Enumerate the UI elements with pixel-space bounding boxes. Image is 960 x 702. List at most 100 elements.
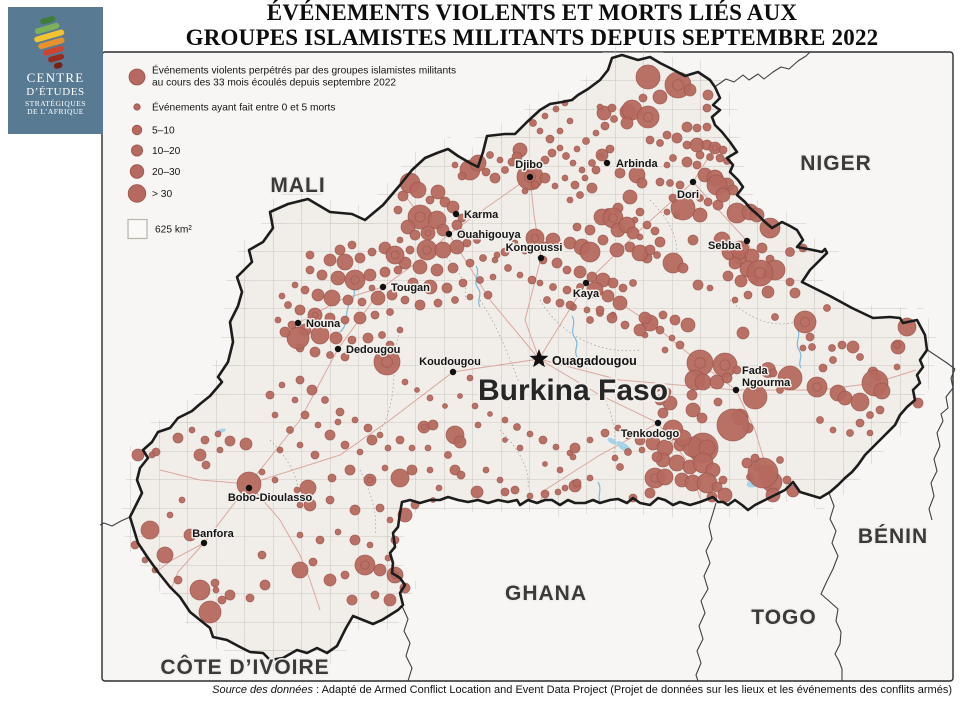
- event-bubble: [271, 476, 279, 484]
- event-bubble: [552, 443, 560, 451]
- event-bubble: [687, 234, 699, 246]
- event-bubble-ring: [719, 359, 731, 371]
- event-bubble: [426, 466, 434, 474]
- burkina-faso-border: [128, 53, 929, 662]
- legend-label: Événements violents perpétrés par des gr…: [152, 64, 456, 77]
- event-bubble: [396, 236, 404, 244]
- source-prefix: Source des données: [212, 684, 314, 696]
- event-bubble: [721, 372, 733, 384]
- city-label: Karma: [464, 209, 499, 221]
- road: [159, 469, 250, 485]
- event-bubble: [556, 144, 564, 152]
- event-bubble: [416, 239, 438, 261]
- event-bubble: [435, 484, 443, 492]
- event-bubble: [405, 245, 415, 255]
- event-bubble: [600, 428, 610, 438]
- event-bubble: [315, 535, 325, 545]
- event-bubble: [606, 312, 618, 324]
- event-bubble: [837, 390, 853, 406]
- event-bubble: [479, 254, 487, 262]
- event-bubble: [716, 408, 750, 442]
- event-bubble: [314, 421, 322, 429]
- event-bubble: [828, 344, 836, 352]
- event-bubble: [386, 289, 398, 301]
- event-bubble: [671, 132, 683, 144]
- event-bubble: [373, 563, 387, 577]
- event-bubble: [595, 148, 609, 162]
- logo-line-1: CENTRE: [26, 70, 85, 85]
- event-bubble: [561, 174, 569, 182]
- legend-area-square: [127, 218, 148, 240]
- event-bubble: [576, 283, 584, 291]
- event-bubble: [850, 392, 870, 412]
- event-bubble-ring: [712, 145, 718, 151]
- event-bubble: [299, 479, 317, 497]
- event-bubble: [620, 116, 634, 130]
- event-bubbles-layer: [130, 64, 924, 624]
- event-bubble: [278, 381, 286, 389]
- event-bubble: [200, 435, 210, 445]
- event-bubble: [732, 365, 742, 375]
- event-bubble: [462, 238, 472, 248]
- event-bubble: [449, 239, 465, 255]
- event-bubble: [296, 441, 304, 449]
- event-bubble: [572, 222, 582, 232]
- event-bubble: [777, 365, 803, 391]
- event-bubble: [609, 242, 625, 258]
- event-bubble: [717, 487, 733, 503]
- event-bubble: [695, 150, 705, 160]
- event-bubble: [386, 516, 394, 524]
- event-bubble: [742, 384, 768, 410]
- event-bubble: [321, 396, 329, 404]
- event-bubble: [494, 389, 502, 397]
- event-bubble: [545, 232, 561, 248]
- event-bubble: [406, 464, 418, 476]
- city-marker: [743, 237, 751, 245]
- event-bubble: [500, 487, 510, 497]
- event-bubble-ring: [642, 111, 654, 123]
- event-bubble: [400, 295, 410, 305]
- event-bubble: [323, 253, 337, 267]
- event-bubble: [573, 265, 587, 279]
- event-bubble: [662, 130, 672, 140]
- event-bubble: [837, 340, 847, 350]
- event-bubble: [569, 442, 581, 454]
- event-bubble: [756, 242, 768, 254]
- event-bubble: [188, 426, 196, 434]
- city-label: Koudougou: [419, 356, 481, 368]
- event-bubble: [217, 595, 227, 605]
- event-bubble: [566, 117, 574, 125]
- event-bubble: [465, 258, 475, 268]
- event-bubble: [323, 573, 337, 587]
- city-label: Dori: [677, 189, 699, 201]
- capital-star-icon: [529, 349, 549, 368]
- event-bubble-ring: [367, 477, 373, 483]
- event-bubble: [652, 89, 668, 105]
- event-bubble: [588, 159, 596, 167]
- event-bubble: [381, 464, 389, 472]
- event-bubble: [344, 464, 356, 476]
- event-bubble: [409, 181, 427, 199]
- event-bubble: [581, 174, 589, 182]
- event-bubble: [661, 346, 669, 354]
- event-bubble: [294, 304, 306, 316]
- event-bubble: [565, 300, 575, 310]
- event-bubble: [212, 586, 220, 594]
- neighbor-country-label: NIGER: [800, 152, 872, 175]
- event-bubble: [329, 331, 343, 345]
- event-bubble: [624, 448, 632, 456]
- event-bubble: [291, 561, 309, 579]
- legend-label: 10–20: [152, 146, 181, 157]
- event-bubble-ring: [754, 267, 766, 279]
- city-marker: [537, 254, 545, 262]
- event-bubble: [384, 444, 392, 452]
- event-bubble: [658, 310, 668, 320]
- event-bubble-ring: [799, 316, 811, 328]
- event-bubble: [442, 403, 448, 409]
- event-bubble: [576, 191, 584, 199]
- event-bubble: [551, 257, 563, 269]
- event-bubble: [785, 247, 795, 257]
- event-bubble: [674, 429, 692, 447]
- event-bubble: [595, 305, 605, 315]
- event-bubble: [573, 145, 581, 153]
